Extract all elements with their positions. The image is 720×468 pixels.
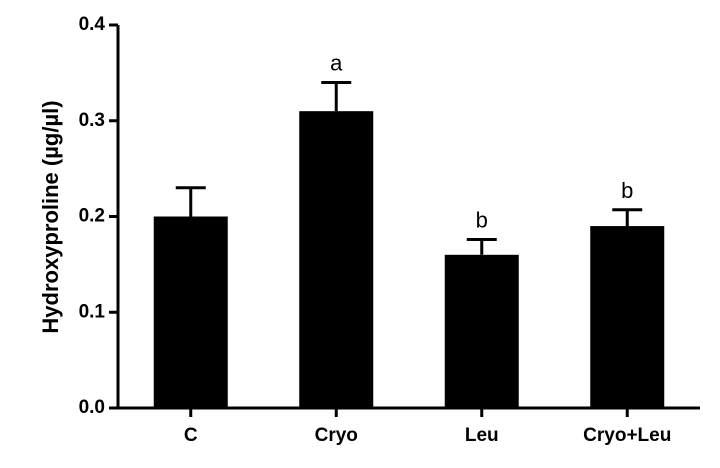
x-tick-label: Leu [465,425,499,446]
y-tick-label: 0.0 [79,397,105,418]
error-bar [466,237,497,255]
y-tick-label: 0.4 [79,14,106,35]
y-tick-label: 0.2 [79,206,105,227]
y-tick-label: 0.3 [79,110,105,131]
bar [153,216,228,408]
significance-label: a [330,50,343,75]
error-bar [612,208,643,227]
y-tick-label: 0.1 [79,301,106,322]
x-tick-label: Cryo [315,425,358,446]
error-bar [175,186,206,217]
error-bar [321,80,352,112]
bar [299,111,374,409]
x-tick-label: Cryo+Leu [583,425,671,446]
y-axis-label: Hydroxyproline (µg/µl) [38,100,63,333]
bar [444,254,519,408]
x-tick-label: C [184,425,198,446]
bar [590,226,665,408]
significance-label: b [476,207,488,232]
significance-label: b [621,178,633,203]
